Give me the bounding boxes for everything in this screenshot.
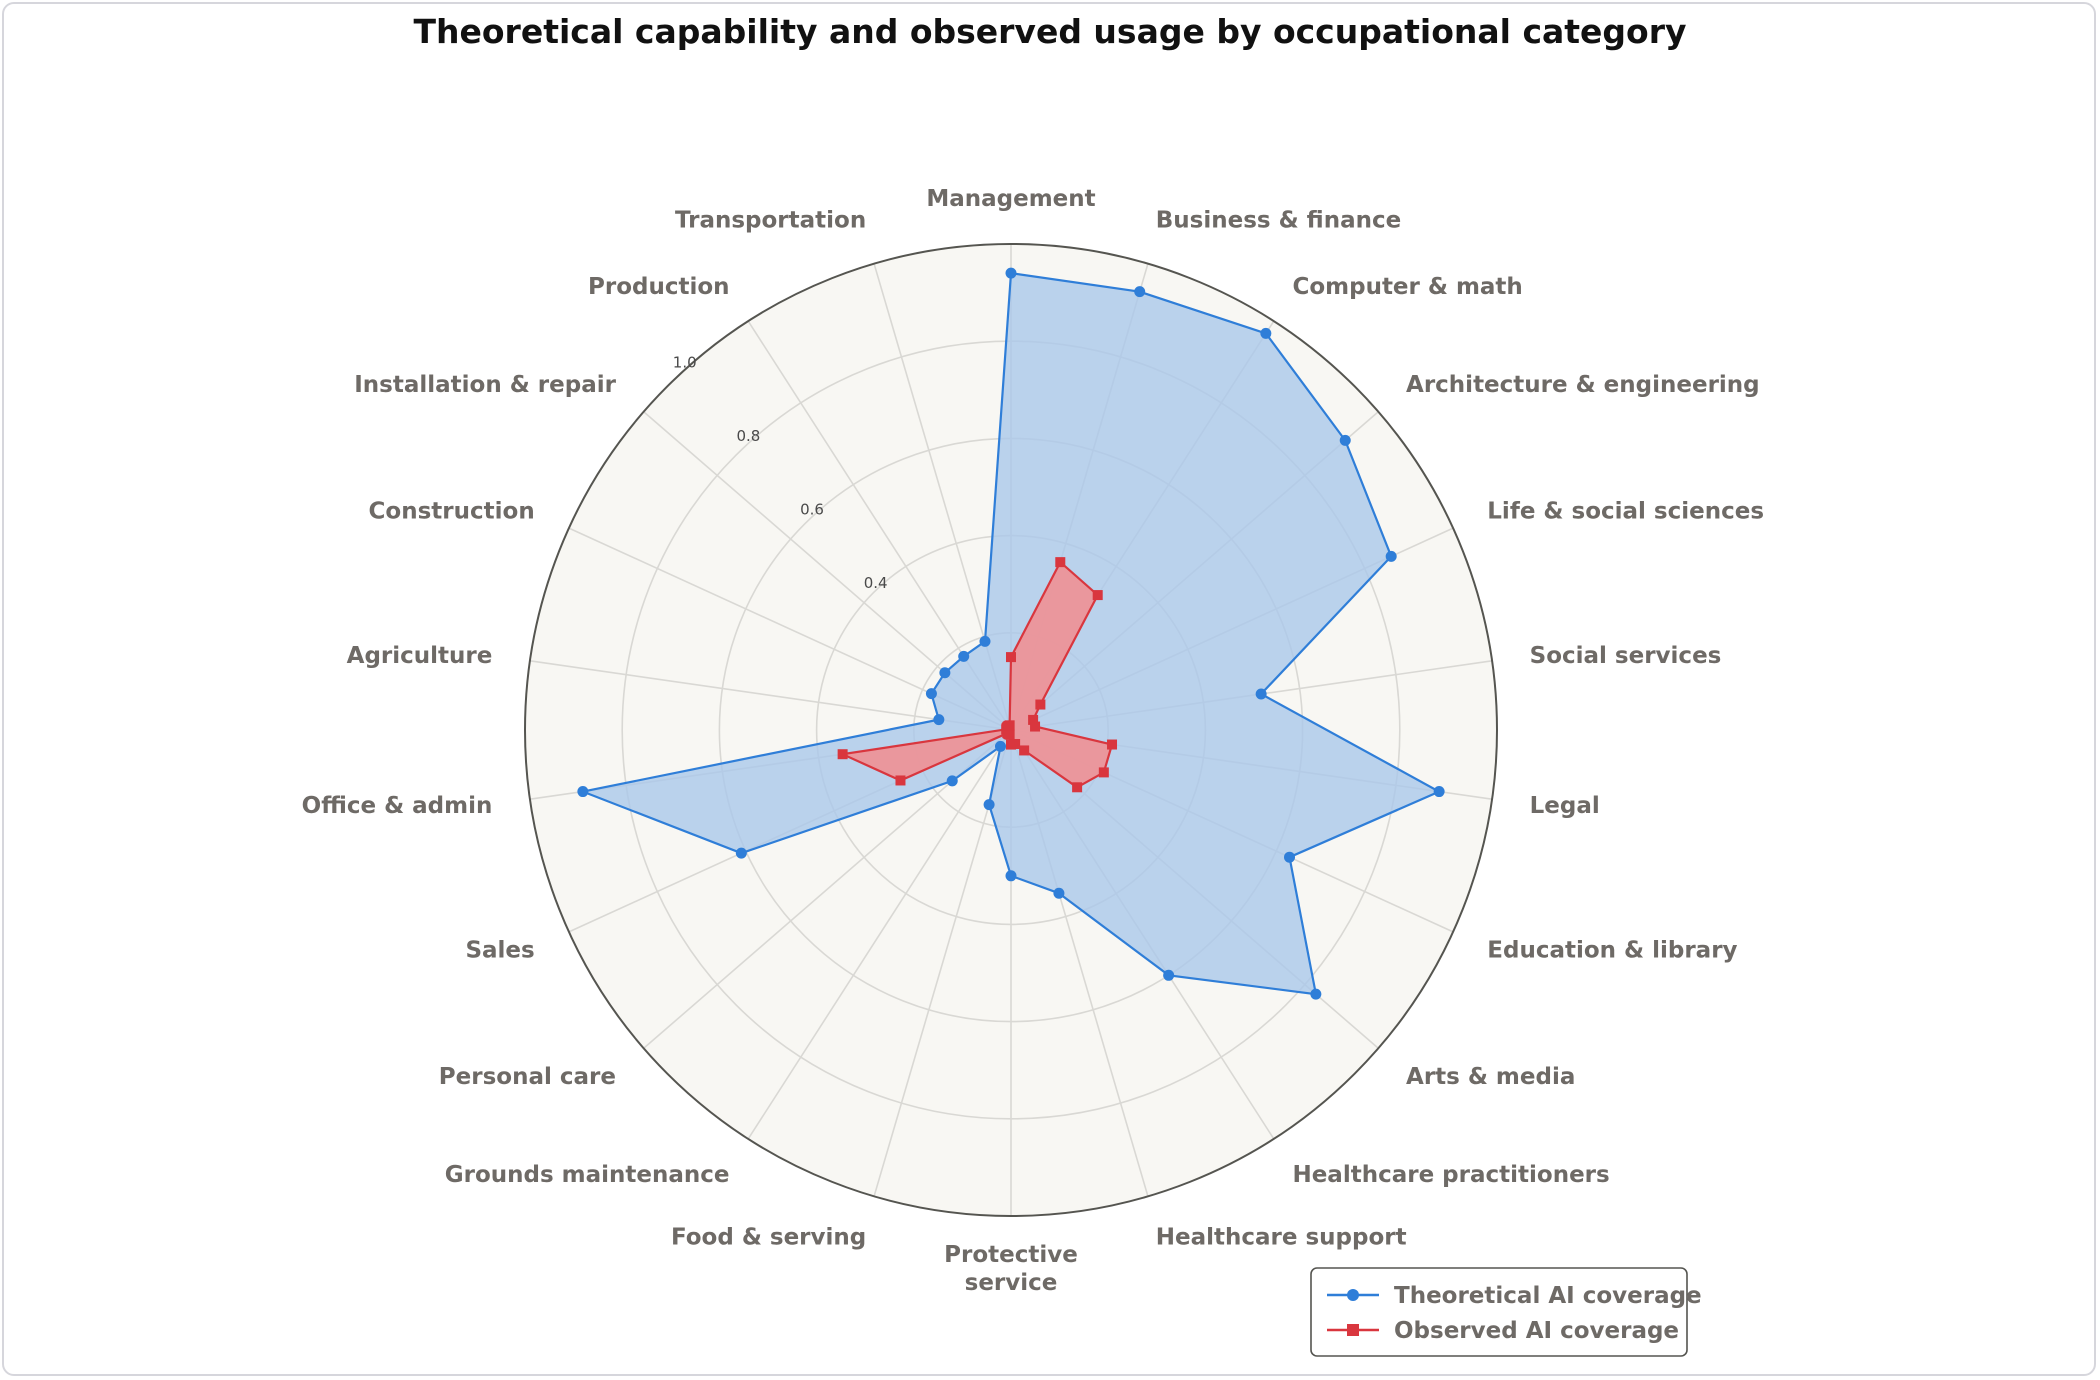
- category-label: Transportation: [675, 207, 866, 233]
- category-label: Production: [588, 274, 730, 300]
- theoretical-data-point: [1433, 786, 1445, 798]
- category-label: service: [965, 1270, 1058, 1296]
- theoretical-data-point: [1005, 267, 1017, 279]
- theoretical-data-point: [925, 688, 937, 700]
- category-label: Installation & repair: [354, 372, 616, 398]
- observed-data-point: [1004, 720, 1015, 731]
- theoretical-data-point: [1134, 286, 1146, 298]
- theoretical-data-point: [946, 775, 958, 787]
- category-label: Protective: [944, 1242, 1078, 1268]
- observed-data-point: [1030, 721, 1041, 732]
- legend-label: Theoretical AI coverage: [1394, 1283, 1702, 1309]
- category-label: Education & library: [1487, 937, 1737, 963]
- observed-data-point: [837, 749, 848, 760]
- legend-box: [1310, 1267, 1688, 1357]
- theoretical-data-point: [1385, 550, 1397, 562]
- observed-data-point: [1092, 590, 1103, 601]
- theoretical-data-point: [1005, 870, 1017, 882]
- observed-data-point: [1028, 714, 1039, 725]
- legend-marker-square: [1347, 1324, 1359, 1336]
- observed-data-point: [1035, 699, 1046, 710]
- category-label: Management: [926, 186, 1095, 212]
- category-label: Grounds maintenance: [445, 1162, 730, 1188]
- theoretical-data-point: [979, 635, 991, 647]
- category-label: Food & serving: [671, 1225, 866, 1251]
- theoretical-data-point: [939, 667, 951, 679]
- category-label: Construction: [369, 499, 535, 525]
- category-label: Social services: [1530, 643, 1722, 669]
- category-label: Architecture & engineering: [1406, 372, 1760, 398]
- observed-data-point: [1055, 557, 1066, 568]
- observed-data-point: [1098, 767, 1109, 778]
- chart-title: Theoretical capability and observed usag…: [413, 12, 1687, 51]
- category-label: Healthcare practitioners: [1292, 1162, 1609, 1188]
- radial-tick-label: 0.6: [800, 501, 824, 519]
- observed-data-point: [1006, 739, 1016, 750]
- theoretical-data-point: [735, 847, 747, 859]
- outer-ring: [524, 243, 1498, 1217]
- grid-spoke: [747, 729, 1012, 1140]
- theoretical-data-point: [1339, 434, 1351, 446]
- category-label: Agriculture: [347, 643, 493, 669]
- theoretical-data-point: [1053, 887, 1065, 899]
- category-label: Life & social sciences: [1487, 499, 1764, 525]
- theoretical-data-point: [1255, 688, 1267, 700]
- observed-data-point: [1107, 739, 1118, 750]
- theoretical-data-point: [1310, 988, 1322, 1000]
- category-label: Legal: [1530, 793, 1600, 819]
- legend-marker-circle: [1347, 1289, 1359, 1301]
- theoretical-data-point: [958, 650, 970, 662]
- observed-data-point: [1019, 745, 1030, 756]
- theoretical-data-point: [577, 786, 589, 798]
- theoretical-data-point: [1163, 969, 1175, 981]
- theoretical-data-point: [1260, 327, 1272, 339]
- theoretical-data-point: [994, 740, 1006, 752]
- category-label: Computer & math: [1292, 274, 1522, 300]
- theoretical-data-point: [933, 714, 945, 726]
- category-label: Healthcare support: [1156, 1225, 1407, 1251]
- radial-tick-label: 0.8: [736, 427, 760, 445]
- legend-label: Observed AI coverage: [1394, 1318, 1679, 1344]
- category-label: Personal care: [439, 1064, 616, 1090]
- observed-data-point: [1006, 652, 1016, 663]
- radial-tick-label: 1.0: [673, 354, 697, 372]
- radial-tick-label: 0.4: [864, 574, 888, 592]
- grid-spoke: [529, 660, 1012, 731]
- category-label: Business & finance: [1156, 207, 1401, 233]
- observed-data-point: [895, 775, 906, 786]
- category-label: Arts & media: [1406, 1064, 1575, 1090]
- category-label: Sales: [465, 937, 534, 963]
- theoretical-data-point: [983, 799, 995, 811]
- observed-data-point: [1072, 782, 1083, 793]
- category-label: Office & admin: [302, 793, 493, 819]
- theoretical-data-point: [1284, 851, 1296, 863]
